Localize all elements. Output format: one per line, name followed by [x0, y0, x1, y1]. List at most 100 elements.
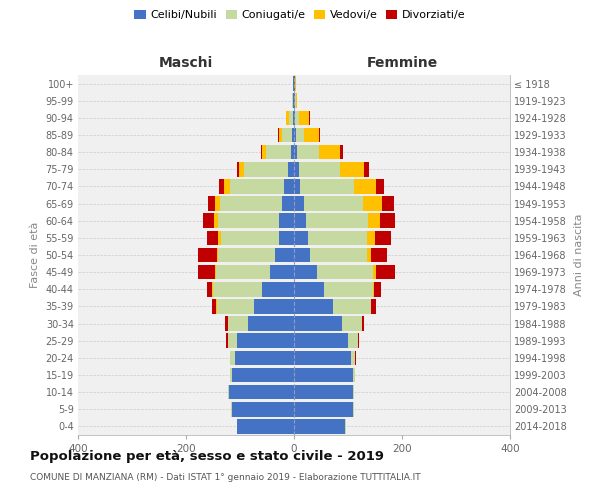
Bar [232, 368, 294, 382]
Bar [275, 248, 294, 262]
Bar [232, 402, 294, 416]
Bar [317, 265, 373, 280]
Bar [294, 334, 348, 348]
Bar [350, 350, 355, 365]
Bar [333, 299, 371, 314]
Bar [294, 402, 353, 416]
Bar [353, 402, 355, 416]
Bar [218, 248, 275, 262]
Bar [310, 248, 367, 262]
Bar [230, 179, 284, 194]
Bar [254, 299, 294, 314]
Bar [213, 282, 262, 296]
Bar [294, 128, 296, 142]
Y-axis label: Fasce di età: Fasce di età [30, 222, 40, 288]
Bar [208, 196, 215, 211]
Bar [284, 179, 294, 194]
Bar [215, 265, 216, 280]
Bar [294, 385, 353, 400]
Bar [294, 265, 317, 280]
Bar [279, 214, 294, 228]
Bar [286, 110, 289, 125]
Bar [270, 265, 294, 280]
Bar [294, 282, 324, 296]
Bar [229, 385, 294, 400]
Bar [262, 145, 266, 160]
Bar [340, 162, 364, 176]
Bar [294, 196, 304, 211]
Bar [203, 214, 214, 228]
Bar [293, 110, 294, 125]
Bar [217, 299, 254, 314]
Bar [294, 368, 353, 382]
Bar [292, 94, 293, 108]
Bar [308, 230, 367, 245]
Bar [230, 368, 232, 382]
Bar [294, 179, 301, 194]
Bar [376, 265, 395, 280]
Bar [216, 265, 270, 280]
Bar [355, 179, 376, 194]
Bar [231, 402, 232, 416]
Bar [380, 214, 395, 228]
Bar [382, 196, 394, 211]
Bar [353, 368, 355, 382]
Bar [218, 214, 279, 228]
Bar [217, 248, 218, 262]
Bar [239, 162, 244, 176]
Bar [224, 179, 230, 194]
Bar [279, 230, 294, 245]
Bar [294, 419, 346, 434]
Bar [353, 385, 355, 400]
Bar [291, 145, 294, 160]
Bar [294, 248, 310, 262]
Bar [294, 230, 308, 245]
Bar [227, 334, 238, 348]
Bar [367, 248, 371, 262]
Bar [230, 350, 235, 365]
Bar [248, 316, 294, 331]
Bar [371, 248, 388, 262]
Bar [289, 110, 293, 125]
Bar [363, 196, 382, 211]
Bar [227, 316, 248, 331]
Bar [198, 248, 217, 262]
Bar [235, 350, 294, 365]
Bar [374, 282, 381, 296]
Bar [373, 282, 374, 296]
Bar [364, 162, 368, 176]
Bar [294, 145, 297, 160]
Bar [282, 128, 292, 142]
Bar [262, 282, 294, 296]
Bar [362, 316, 364, 331]
Bar [225, 316, 227, 331]
Bar [228, 385, 229, 400]
Bar [215, 196, 220, 211]
Legend: Celibi/Nubili, Coniugati/e, Vedovi/e, Divorziati/e: Celibi/Nubili, Coniugati/e, Vedovi/e, Di… [130, 6, 470, 25]
Bar [220, 196, 282, 211]
Bar [375, 230, 391, 245]
Bar [294, 299, 333, 314]
Bar [371, 299, 376, 314]
Bar [297, 145, 319, 160]
Bar [199, 265, 215, 280]
Bar [341, 316, 362, 331]
Bar [244, 162, 287, 176]
Bar [294, 316, 341, 331]
Text: Femmine: Femmine [367, 56, 437, 70]
Bar [304, 128, 319, 142]
Bar [368, 214, 380, 228]
Text: COMUNE DI MANZIANA (RM) - Dati ISTAT 1° gennaio 2019 - Elaborazione TUTTITALIA.I: COMUNE DI MANZIANA (RM) - Dati ISTAT 1° … [30, 472, 421, 482]
Bar [376, 179, 384, 194]
Bar [299, 110, 309, 125]
Bar [282, 196, 294, 211]
Y-axis label: Anni di nascita: Anni di nascita [574, 214, 584, 296]
Bar [238, 162, 239, 176]
Bar [348, 334, 358, 348]
Bar [340, 145, 343, 160]
Bar [218, 230, 221, 245]
Bar [221, 230, 279, 245]
Bar [296, 94, 297, 108]
Bar [294, 214, 306, 228]
Bar [295, 94, 296, 108]
